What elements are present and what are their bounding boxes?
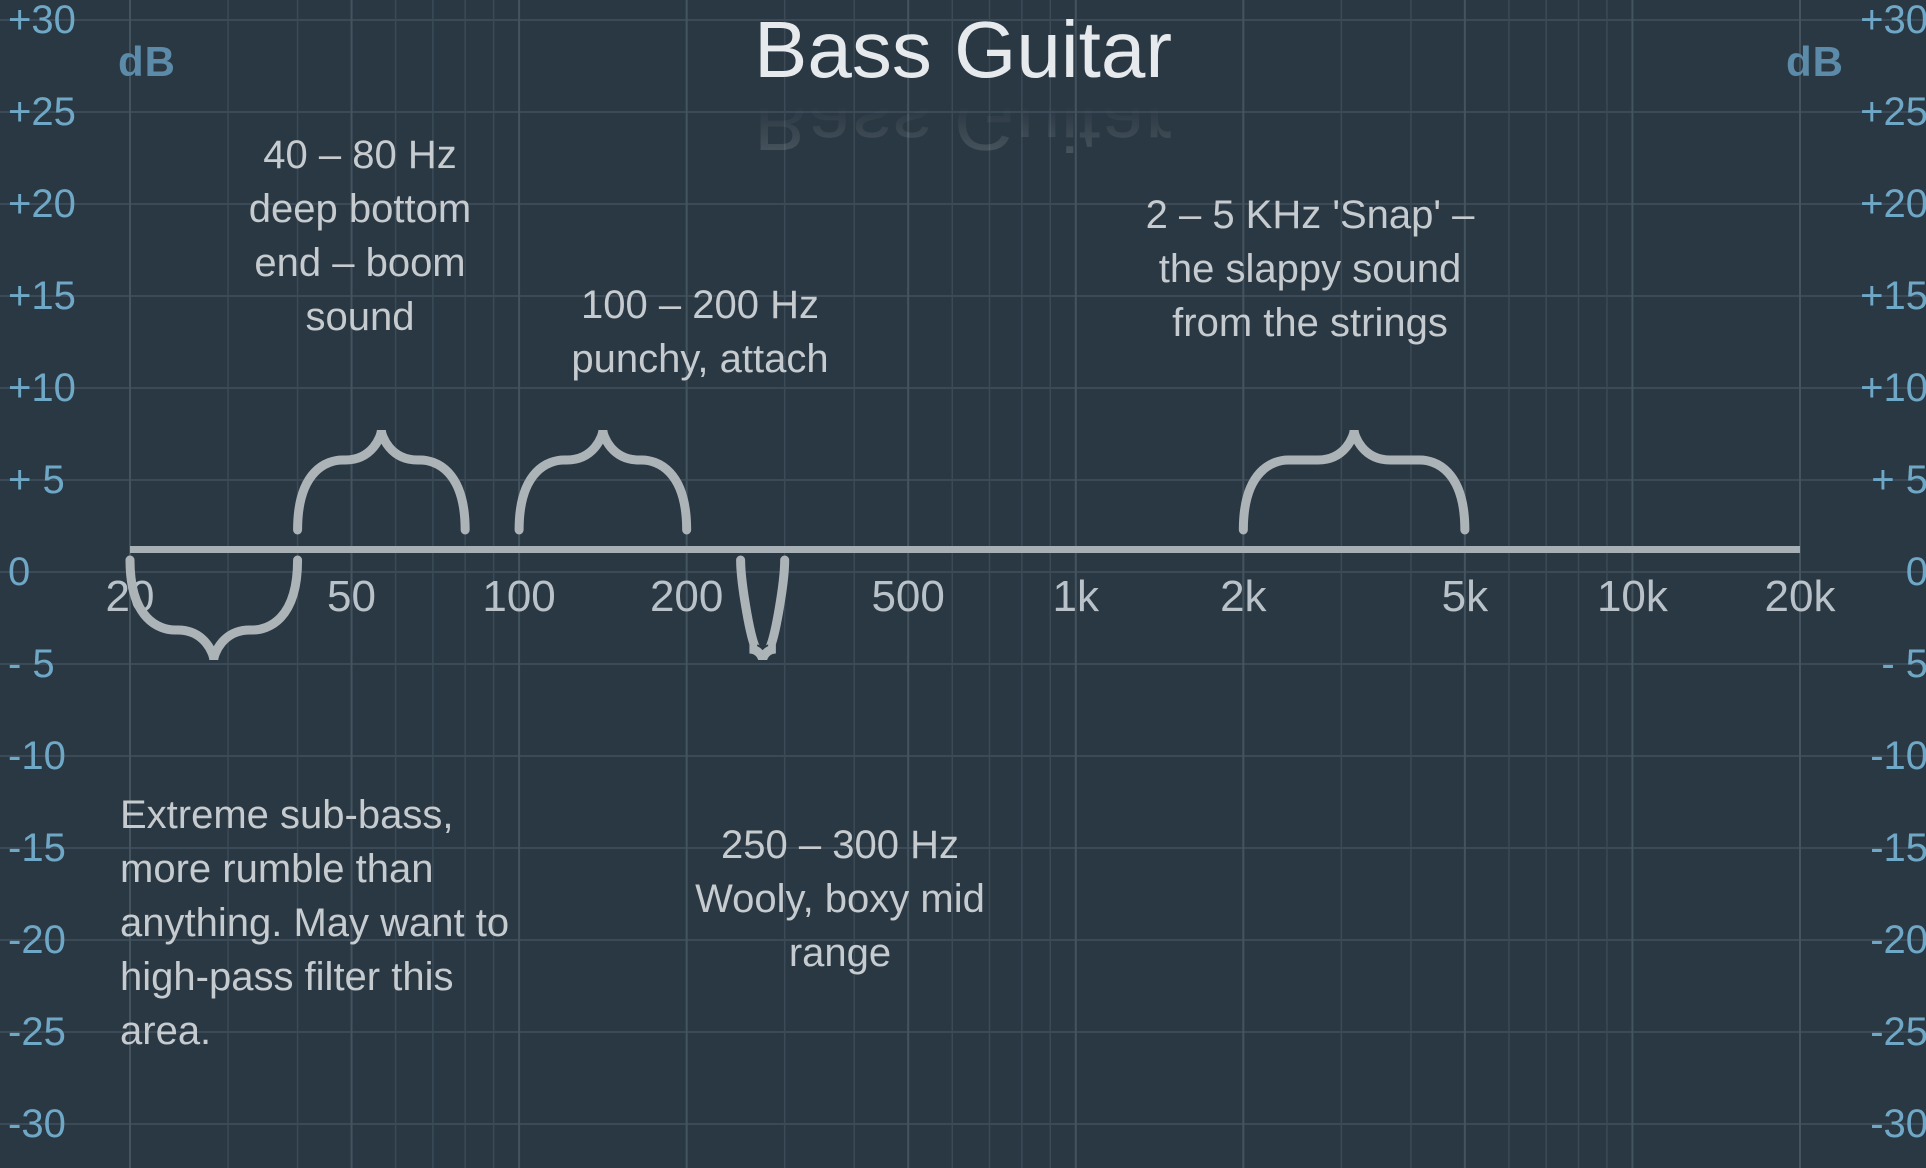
annotation-wooly: 250 – 300 Hz Wooly, boxy mid range xyxy=(650,818,1030,980)
annotation-punchy: 100 – 200 Hz punchy, attach xyxy=(520,278,880,386)
annotation-subbass: Extreme sub-bass, more rumble than anyth… xyxy=(120,788,680,1058)
annotation-deepbottom: 40 – 80 Hz deep bottom end – boom sound xyxy=(200,128,520,344)
annotation-snap: 2 – 5 KHz 'Snap' – the slappy sound from… xyxy=(1100,188,1520,350)
